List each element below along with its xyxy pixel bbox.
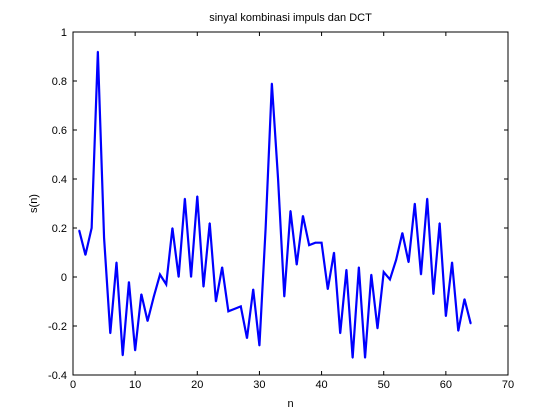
data-point [370,273,373,276]
data-point [469,322,472,325]
data-point [295,263,298,266]
y-tick-label: 0.2 [52,223,67,235]
data-point [432,293,435,295]
x-tick-label: 0 [70,379,76,391]
data-point [376,327,379,330]
plot-area [72,31,509,376]
data-point [413,202,416,205]
x-tick-label: 40 [315,379,327,391]
data-point [190,276,192,278]
data-point [314,241,317,244]
data-point [302,214,304,217]
data-point [457,330,460,332]
data-point [463,298,466,300]
data-point [401,232,404,234]
data-point [339,332,342,335]
data-point [159,273,161,276]
data-point [165,283,168,286]
x-tick-label: 60 [440,379,452,391]
data-point [333,251,335,254]
x-axis: 0 10 20 30 40 50 60 70 [70,32,514,391]
data-point [438,222,441,224]
series-line [78,51,472,358]
data-point [382,271,385,273]
data-point [109,332,112,335]
y-axis: -0.4 -0.2 0 0.2 0.4 0.6 0.8 1 [48,27,508,382]
y-tick-label: -0.2 [48,321,67,333]
data-point [78,229,81,232]
data-point [103,237,105,239]
data-point [128,281,130,283]
x-tick-label: 50 [378,379,390,391]
data-point [420,273,422,276]
data-point [289,210,292,212]
x-tick-label: 20 [191,379,203,391]
data-point [389,278,391,281]
data-point [227,310,230,313]
data-point [134,349,136,352]
data-point [184,197,186,200]
data-point [239,305,242,308]
data-point [84,254,87,256]
data-point [221,266,223,269]
data-point [177,276,180,278]
data-point [407,261,410,264]
data-point [426,197,429,200]
data-point [140,293,143,295]
data-point [326,288,329,291]
data-point [152,295,155,298]
data-point [97,50,99,53]
data-point [252,288,255,291]
data-point [258,344,261,347]
x-tick-label: 10 [129,379,141,391]
x-tick-label: 30 [253,379,265,391]
data-point [308,244,310,246]
data-point [445,315,447,318]
data-point [90,227,93,229]
data-point [215,300,217,303]
y-tick-label: 0.8 [52,76,67,88]
data-point [121,354,124,357]
data-point [115,261,118,264]
y-tick-label: -0.4 [48,370,67,382]
y-tick-label: 0 [61,272,67,284]
data-point [196,195,199,197]
y-tick-label: 0.6 [52,125,67,137]
data-point [345,268,348,271]
x-tick-label: 70 [502,379,514,391]
data-point [208,222,211,224]
data-point [202,286,205,288]
data-point [233,308,236,310]
data-point [277,178,279,180]
data-point [264,227,267,229]
chart-title: sinyal kombinasi impuls dan DCT [209,12,372,24]
data-point [451,261,453,264]
data-point [246,337,248,340]
data-point [283,295,286,298]
y-axis-label: s(n) [28,194,40,213]
data-point [146,320,149,322]
data-point [364,357,366,359]
data-point [358,266,360,269]
data-point [320,241,323,244]
y-tick-label: 0.4 [52,174,67,186]
data-point [395,259,397,261]
series-layer [78,50,472,359]
y-tick-label: 1 [61,27,67,39]
x-axis-label: n [287,398,293,410]
data-point [351,357,354,359]
data-point [171,227,174,229]
data-point [271,82,273,85]
